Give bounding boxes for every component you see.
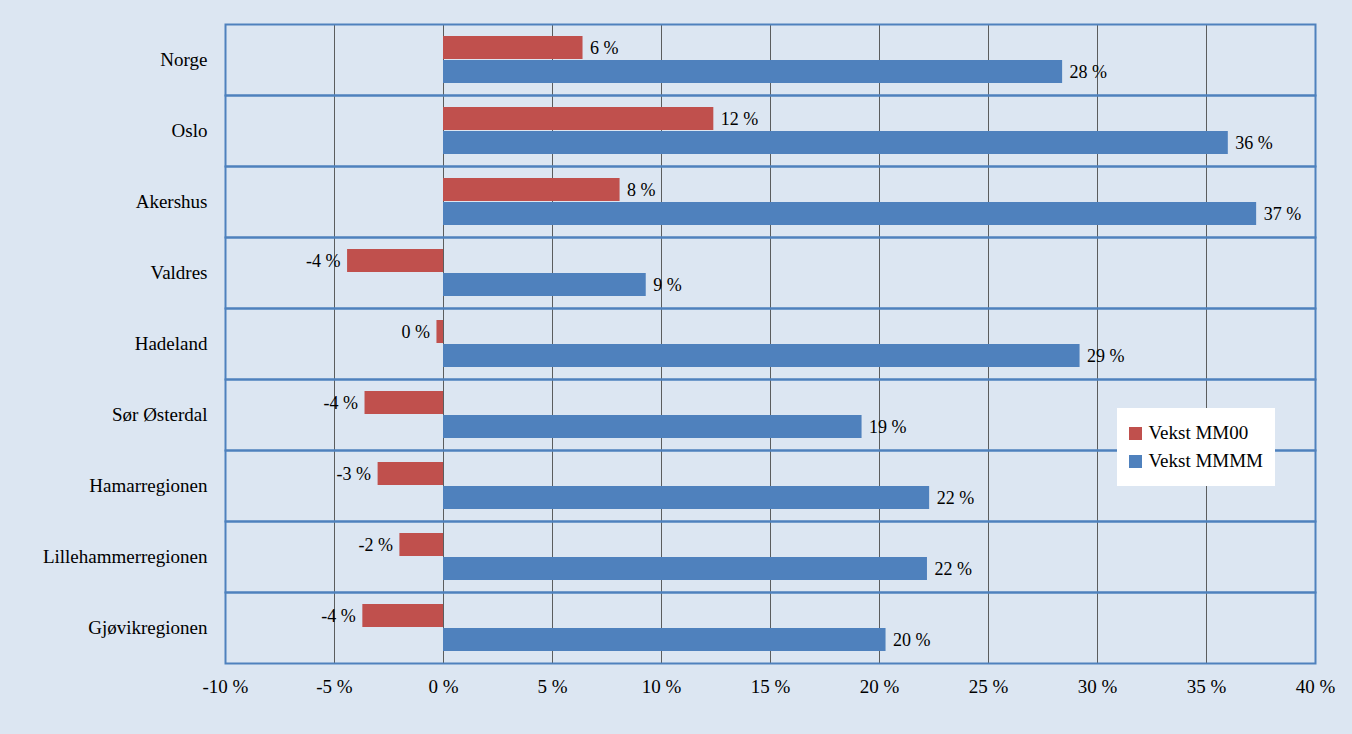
svg-text:28 %: 28 % bbox=[1070, 62, 1108, 82]
svg-text:6 %: 6 % bbox=[590, 38, 619, 58]
svg-text:Akershus: Akershus bbox=[136, 191, 208, 212]
svg-text:25 %: 25 % bbox=[969, 676, 1009, 697]
svg-text:20 %: 20 % bbox=[893, 630, 931, 650]
svg-text:0 %: 0 % bbox=[401, 322, 430, 342]
svg-text:9 %: 9 % bbox=[653, 275, 682, 295]
svg-text:22 %: 22 % bbox=[934, 559, 972, 579]
svg-text:Hamarregionen: Hamarregionen bbox=[89, 475, 208, 496]
svg-text:12 %: 12 % bbox=[721, 109, 759, 129]
svg-text:Gjøvikregionen: Gjøvikregionen bbox=[88, 617, 208, 638]
svg-text:8 %: 8 % bbox=[627, 180, 656, 200]
svg-text:Oslo: Oslo bbox=[172, 120, 208, 141]
svg-text:29 %: 29 % bbox=[1087, 346, 1125, 366]
svg-text:-3 %: -3 % bbox=[337, 464, 372, 484]
svg-text:Hadeland: Hadeland bbox=[135, 333, 208, 354]
svg-text:-10 %: -10 % bbox=[203, 676, 249, 697]
svg-text:Sør Østerdal: Sør Østerdal bbox=[112, 404, 208, 425]
svg-text:Lillehammerregionen: Lillehammerregionen bbox=[43, 546, 208, 567]
html-text:Vekst MMMM: Vekst MMMM bbox=[1148, 450, 1263, 471]
svg-text:5 %: 5 % bbox=[537, 676, 567, 697]
html-text:Vekst MM00: Vekst MM00 bbox=[1148, 422, 1249, 443]
svg-text:-4 %: -4 % bbox=[306, 251, 341, 271]
svg-text:19 %: 19 % bbox=[869, 417, 907, 437]
svg-text:10 %: 10 % bbox=[642, 676, 682, 697]
svg-text:Valdres: Valdres bbox=[151, 262, 208, 283]
svg-text:40 %: 40 % bbox=[1296, 676, 1336, 697]
svg-text:-5 %: -5 % bbox=[316, 676, 353, 697]
svg-text:20 %: 20 % bbox=[860, 676, 900, 697]
svg-text:37 %: 37 % bbox=[1264, 204, 1302, 224]
svg-text:-4 %: -4 % bbox=[321, 606, 356, 626]
svg-text:-4 %: -4 % bbox=[324, 393, 359, 413]
svg-text:22 %: 22 % bbox=[937, 488, 975, 508]
svg-text:Norge: Norge bbox=[160, 49, 207, 70]
svg-text:0 %: 0 % bbox=[428, 676, 458, 697]
svg-text:-2 %: -2 % bbox=[358, 535, 393, 555]
svg-text:36 %: 36 % bbox=[1235, 133, 1273, 153]
svg-text:15 %: 15 % bbox=[751, 676, 791, 697]
svg-text:30 %: 30 % bbox=[1078, 676, 1118, 697]
svg-text:35 %: 35 % bbox=[1187, 676, 1227, 697]
